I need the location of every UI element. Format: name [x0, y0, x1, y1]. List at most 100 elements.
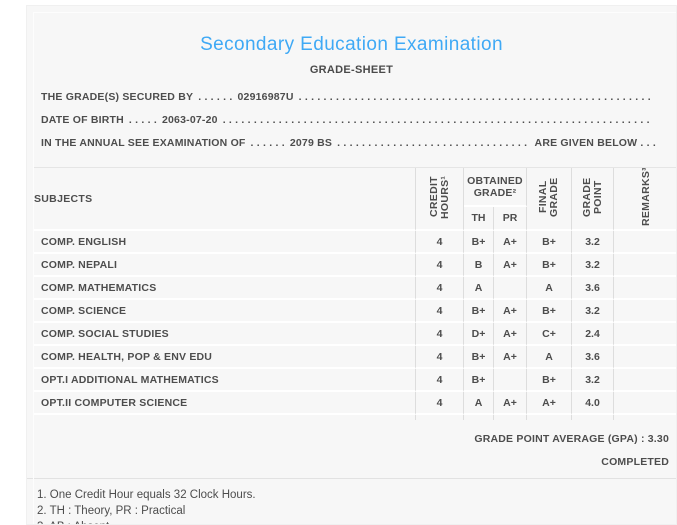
final-grade-cell: A — [527, 277, 573, 300]
table-row: COMP. SOCIAL STUDIES 4 D+ A+ C+ 2.4 — [34, 323, 676, 346]
subject-cell: COMP. ENGLISH — [34, 231, 416, 254]
col-header-final-grade: FINAL GRADE — [527, 168, 573, 231]
table-row: COMP. SCIENCE 4 B+ A+ B+ 3.2 — [34, 300, 676, 323]
status-text: COMPLETED — [601, 456, 669, 468]
credit-cell: 4 — [416, 346, 464, 369]
are-given-below-text: ARE GIVEN BELOW . . . — [534, 137, 656, 149]
th-grade-cell: A — [464, 392, 494, 415]
examination-label: IN THE ANNUAL SEE EXAMINATION OF — [41, 137, 246, 149]
examination-year-value: 2079 BS — [289, 137, 333, 149]
credit-cell: 4 — [416, 254, 464, 277]
footer-divider — [27, 478, 676, 479]
info-line-secured-by: THE GRADE(S) SECURED BY . . . . . . 0291… — [41, 86, 661, 109]
remarks-cell — [614, 254, 676, 277]
pr-grade-cell: A+ — [494, 346, 528, 369]
pr-grade-cell: A+ — [494, 323, 528, 346]
grades-table: SUBJECTS CREDIT HOURS¹ OBTAINED GRADE² F… — [34, 167, 676, 420]
remarks-cell — [614, 277, 676, 300]
secured-by-label: THE GRADE(S) SECURED BY — [41, 91, 194, 103]
col-header-remarks: REMARKS³ — [614, 168, 676, 231]
table-row: OPT.II COMPUTER SCIENCE 4 A A+ A+ 4.0 — [34, 392, 676, 415]
page: { "colors": { "accent_blue": "#3fa9f5", … — [26, 5, 677, 525]
final-grade-cell: B+ — [527, 369, 573, 392]
pr-grade-cell: A+ — [494, 231, 528, 254]
col-header-obtained-grade: OBTAINED GRADE² — [464, 168, 528, 207]
final-grade-cell: A — [527, 346, 573, 369]
subject-cell: COMP. HEALTH, POP & ENV EDU — [34, 346, 416, 369]
credit-cell: 4 — [416, 277, 464, 300]
date-of-birth-value: 2063-07-20 — [161, 114, 218, 126]
footnote: 1. One Credit Hour equals 32 Clock Hours… — [37, 489, 256, 501]
pr-grade-cell — [494, 369, 528, 392]
page-title: Secondary Education Examination — [200, 34, 503, 55]
th-grade-cell: B+ — [464, 231, 494, 254]
subject-cell: OPT.I ADDITIONAL MATHEMATICS — [34, 369, 416, 392]
credit-cell: 4 — [416, 231, 464, 254]
grade-point-cell: 3.6 — [572, 346, 615, 369]
th-grade-cell: B+ — [464, 346, 494, 369]
subject-cell: COMP. SOCIAL STUDIES — [34, 323, 416, 346]
grade-point-cell: 2.4 — [572, 323, 615, 346]
th-grade-cell: B+ — [464, 300, 494, 323]
grade-point-cell: 4.0 — [572, 392, 615, 415]
dotted-separator: . . . . . . — [198, 91, 233, 103]
subject-cell: COMP. NEPALI — [34, 254, 416, 277]
dotted-fill: . . . . . . . . . . . . . . . . . . . . … — [298, 91, 651, 103]
final-grade-cell: B+ — [527, 231, 573, 254]
footnote: 3. AB : Absent — [37, 519, 668, 524]
remarks-cell — [614, 323, 676, 346]
pr-grade-cell — [494, 277, 528, 300]
dotted-separator: . . . . . — [128, 114, 157, 126]
info-line-date-of-birth: DATE OF BIRTH . . . . . 2063-07-20 . . .… — [41, 109, 661, 132]
col-header-grade-point: GRADE POINT — [572, 168, 615, 231]
table-row: COMP. HEALTH, POP & ENV EDU 4 B+ A+ A 3.… — [34, 346, 676, 369]
final-grade-cell: A+ — [527, 392, 573, 415]
remarks-cell — [614, 300, 676, 323]
dotted-fill: . . . . . . . . . . . . . . . . . . . . … — [222, 114, 651, 126]
th-grade-cell: D+ — [464, 323, 494, 346]
grade-sheet-panel: Secondary Education Examination GRADE-SH… — [26, 5, 677, 525]
col-header-pr: PR — [494, 207, 528, 231]
col-header-credit-hours: CREDIT HOURS¹ — [416, 168, 464, 231]
th-grade-cell: B — [464, 254, 494, 277]
subject-cell: COMP. MATHEMATICS — [34, 277, 416, 300]
credit-cell: 4 — [416, 300, 464, 323]
table-header-row: SUBJECTS CREDIT HOURS¹ OBTAINED GRADE² F… — [34, 168, 676, 231]
pr-grade-cell: A+ — [494, 392, 528, 415]
pr-grade-cell: A+ — [494, 254, 528, 277]
th-grade-cell: B+ — [464, 369, 494, 392]
dotted-fill: . . . . . . . . . . . . . . . . . . . . … — [337, 137, 529, 149]
final-grade-cell: B+ — [527, 254, 573, 277]
grade-point-cell: 3.2 — [572, 300, 615, 323]
remarks-cell — [614, 231, 676, 254]
grade-point-cell: 3.2 — [572, 254, 615, 277]
date-of-birth-label: DATE OF BIRTH — [41, 114, 124, 126]
table-row: COMP. NEPALI 4 B A+ B+ 3.2 — [34, 254, 676, 277]
final-grade-cell: C+ — [527, 323, 573, 346]
credit-cell: 4 — [416, 323, 464, 346]
credit-cell: 4 — [416, 392, 464, 415]
final-grade-cell: B+ — [527, 300, 573, 323]
footnotes: 1. One Credit Hour equals 32 Clock Hours… — [37, 487, 668, 524]
col-header-th: TH — [464, 207, 494, 231]
col-header-subjects: SUBJECTS — [34, 168, 416, 231]
candidate-info: THE GRADE(S) SECURED BY . . . . . . 0291… — [41, 86, 661, 155]
table-subheader-row: TH PR — [34, 207, 676, 231]
subject-cell: OPT.II COMPUTER SCIENCE — [34, 392, 416, 415]
candidate-symbol-number: 02916987U — [237, 91, 294, 103]
grade-sheet-subtitle: GRADE-SHEET — [309, 64, 394, 76]
subject-cell: COMP. SCIENCE — [34, 300, 416, 323]
footnote: 2. TH : Theory, PR : Practical — [37, 505, 186, 517]
gpa-text: GRADE POINT AVERAGE (GPA) : 3.30 — [474, 433, 669, 445]
table-stub-row — [34, 415, 676, 420]
remarks-cell — [614, 369, 676, 392]
grade-point-cell: 3.2 — [572, 369, 615, 392]
info-line-examination-year: IN THE ANNUAL SEE EXAMINATION OF . . . .… — [41, 132, 661, 155]
table-row: COMP. MATHEMATICS 4 A A 3.6 — [34, 277, 676, 300]
table-row: COMP. ENGLISH 4 B+ A+ B+ 3.2 — [34, 231, 676, 254]
remarks-cell — [614, 346, 676, 369]
dotted-separator: . . . . . . — [250, 137, 285, 149]
result-summary: GRADE POINT AVERAGE (GPA) : 3.30 COMPLET… — [27, 433, 669, 469]
remarks-cell — [614, 392, 676, 415]
pr-grade-cell: A+ — [494, 300, 528, 323]
